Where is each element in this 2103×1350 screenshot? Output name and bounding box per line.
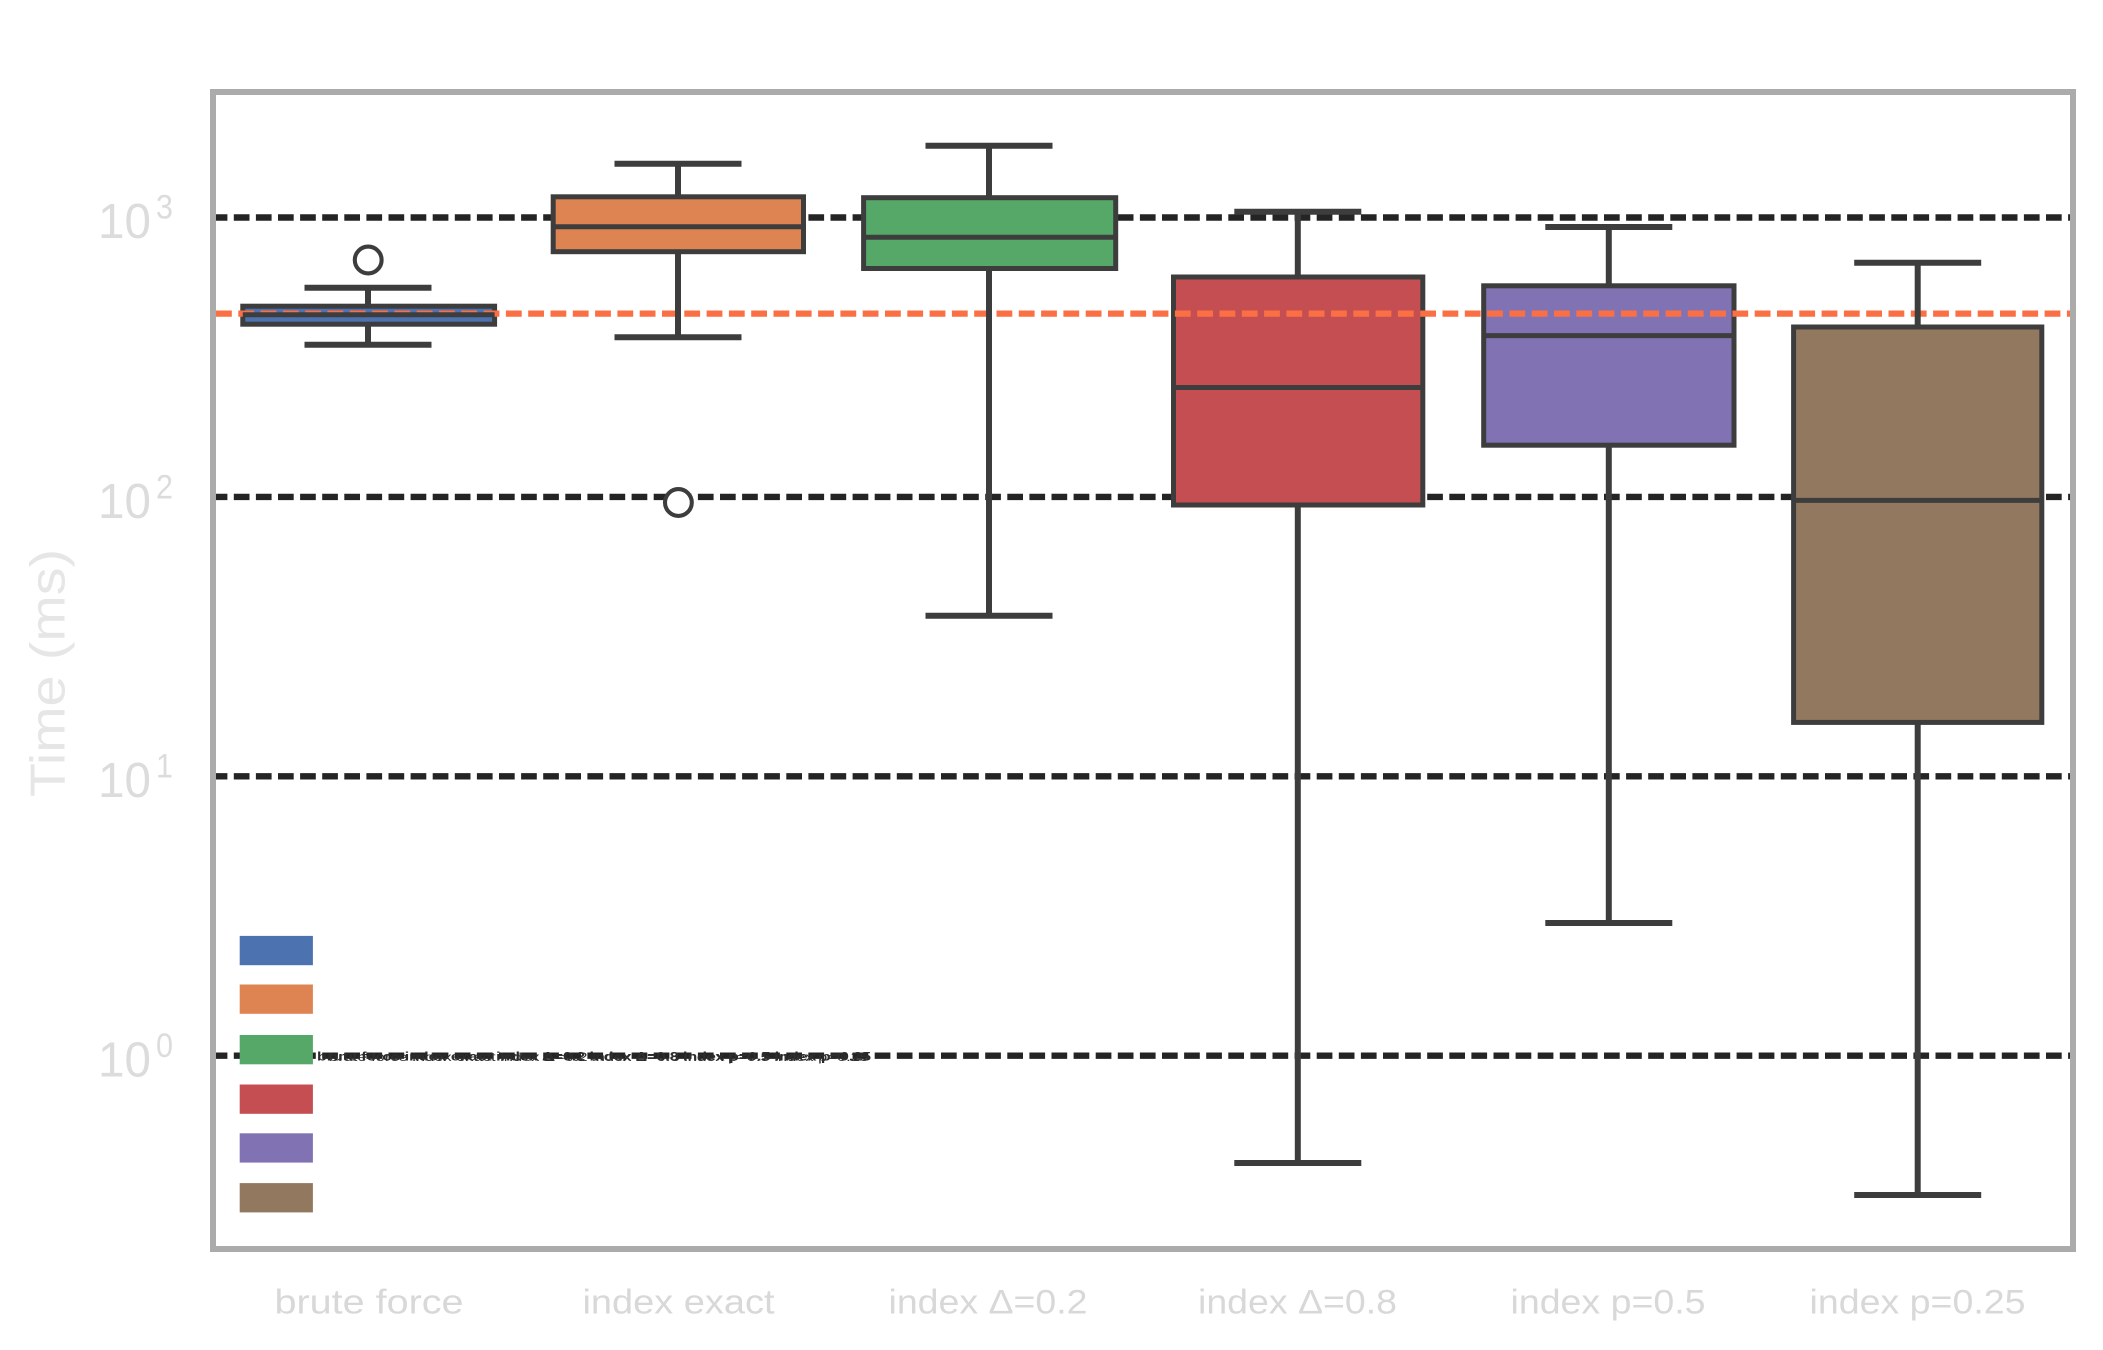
svg-text:3: 3 xyxy=(156,189,173,227)
svg-text:index exact: index exact xyxy=(583,1283,776,1321)
svg-text:Time (ms): Time (ms) xyxy=(22,549,76,797)
svg-text:index Δ=0.2: index Δ=0.2 xyxy=(889,1283,1088,1321)
svg-text:index Δ=0.8: index Δ=0.8 xyxy=(1198,1283,1397,1321)
svg-text:1: 1 xyxy=(156,748,173,786)
svg-text:10: 10 xyxy=(98,194,151,249)
svg-text:2: 2 xyxy=(156,468,173,506)
svg-text:10: 10 xyxy=(98,753,151,808)
svg-text:brute force: brute force xyxy=(275,1283,464,1321)
svg-text:10: 10 xyxy=(98,474,151,529)
svg-text:0: 0 xyxy=(156,1027,173,1065)
svg-text:index p=0.5: index p=0.5 xyxy=(1511,1283,1706,1321)
svg-text:brute force index exact index: brute force index exact index Δ=0.2 inde… xyxy=(317,1049,871,1063)
svg-text:10: 10 xyxy=(98,1032,151,1087)
svg-text:index p=0.25: index p=0.25 xyxy=(1810,1283,2026,1321)
svg-text:brute force index exact index: brute force index exact index Δ=0.2 inde… xyxy=(329,1050,869,1064)
